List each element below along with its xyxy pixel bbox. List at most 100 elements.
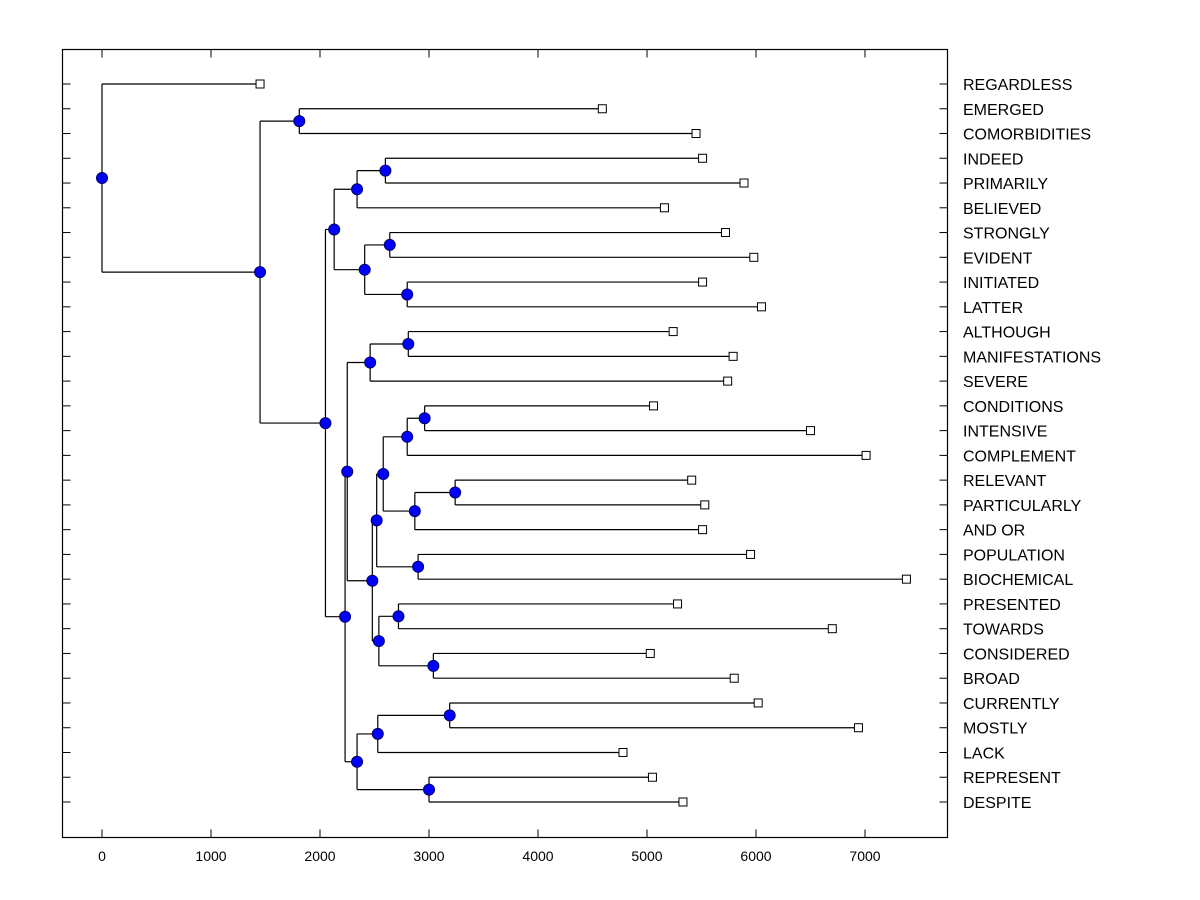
leaf-label: PRIMARILY [963, 176, 1048, 193]
x-tick-label: 4000 [522, 848, 553, 864]
cluster-node [254, 266, 267, 279]
leaf-marker [806, 426, 815, 436]
leaf-marker [668, 327, 678, 337]
leaf-label: TOWARDS [963, 622, 1044, 639]
x-tick-label: 2000 [304, 848, 335, 864]
leaf-label: INITIATED [963, 275, 1039, 292]
cluster-node [402, 337, 415, 350]
cluster-node [319, 417, 332, 430]
x-tick-label: 1000 [195, 848, 226, 864]
cluster-node [401, 430, 414, 443]
cluster-node [418, 412, 431, 425]
cluster-node [371, 727, 384, 740]
tree-leaves [255, 79, 911, 807]
cluster-node [377, 467, 390, 480]
x-axis-tick-labels: 0 1000 2000 3000 4000 5000 6000 7000 [98, 848, 881, 864]
leaf-marker [687, 475, 697, 485]
leaf-marker [597, 104, 607, 114]
leaf-marker [659, 203, 669, 213]
leaf-marker [698, 525, 708, 535]
x-tick-label: 5000 [631, 848, 662, 864]
leaf-marker [618, 747, 628, 757]
leaf-label: COMORBIDITIES [963, 127, 1091, 144]
leaf-marker [861, 450, 871, 460]
leaf-label: CONSIDERED [963, 646, 1070, 663]
leaf-label: EVIDENT [963, 250, 1033, 267]
leaf-labels: REGARDLESS EMERGED COMORBIDITIES INDEED PRIM… [963, 77, 1101, 812]
leaf-marker [723, 376, 733, 386]
cluster-node [401, 288, 414, 301]
leaf-label: ALTHOUGH [963, 325, 1051, 342]
leaf-marker [647, 772, 657, 782]
leaf-label: BIOCHEMICAL [963, 572, 1073, 589]
leaf-label: CONDITIONS [963, 399, 1063, 416]
cluster-node [383, 238, 396, 251]
cluster-node [358, 263, 371, 276]
leaf-marker [698, 153, 708, 163]
cluster-node [408, 505, 421, 518]
tree-branches [101, 83, 907, 803]
leaf-marker [739, 178, 749, 188]
cluster-node [351, 755, 364, 768]
cluster-node [328, 223, 341, 236]
leaf-label: CURRENTLY [963, 696, 1060, 713]
cluster-node [293, 115, 306, 128]
cluster-node [372, 635, 385, 648]
cluster-node [427, 659, 440, 672]
leaf-label: STRONGLY [963, 226, 1050, 243]
cluster-node [423, 783, 435, 796]
leaf-marker [827, 624, 837, 634]
leaf-marker [853, 723, 863, 733]
cluster-node [341, 465, 354, 478]
leaf-label: POPULATION [963, 547, 1065, 564]
leaf-marker [700, 500, 710, 510]
leaf-marker [255, 79, 265, 89]
leaf-marker [728, 351, 738, 361]
leaf-label: LACK [963, 745, 1005, 762]
cluster-node [339, 610, 352, 623]
leaf-marker [698, 277, 708, 287]
leaf-label: INTENSIVE [963, 424, 1047, 441]
leaf-label: RELEVANT [963, 473, 1047, 490]
leaf-label: BELIEVED [963, 201, 1041, 218]
leaf-label: EMERGED [963, 102, 1044, 119]
cluster-node [412, 560, 425, 573]
cluster-node [366, 574, 379, 587]
cluster-node [96, 172, 108, 185]
axis-ticks [62, 49, 948, 838]
cluster-node [443, 709, 456, 722]
x-tick-label: 0 [98, 848, 106, 864]
leaf-marker [649, 401, 659, 411]
x-tick-label: 6000 [740, 848, 771, 864]
leaf-marker [691, 129, 701, 139]
leaf-label: PRESENTED [963, 597, 1061, 614]
leaf-label: INDEED [963, 151, 1023, 168]
cluster-node [392, 610, 405, 623]
leaf-marker [756, 302, 766, 312]
plot-frame [61, 48, 949, 839]
cluster-node [379, 164, 392, 177]
leaf-marker [678, 797, 688, 807]
leaf-marker [645, 648, 655, 658]
tree-nodes [96, 115, 462, 796]
x-tick-label: 7000 [849, 848, 880, 864]
leaf-marker [720, 228, 730, 238]
cluster-node [351, 183, 364, 196]
leaf-label: DESPITE [963, 795, 1031, 812]
leaf-marker [749, 252, 759, 262]
leaf-marker [753, 698, 763, 708]
leaf-label: MOSTLY [963, 721, 1028, 738]
leaf-label: LATTER [963, 300, 1023, 317]
leaf-label: BROAD [963, 671, 1020, 688]
leaf-label: COMPLEMENT [963, 448, 1076, 465]
leaf-marker [901, 574, 911, 584]
cluster-node [370, 514, 383, 527]
leaf-marker [729, 673, 739, 683]
leaf-label: PARTICULARLY [963, 498, 1082, 515]
leaf-label: MANIFESTATIONS [963, 349, 1101, 366]
leaf-label: SEVERE [963, 374, 1028, 391]
x-tick-label: 3000 [413, 848, 444, 864]
leaf-marker [746, 549, 756, 559]
leaf-label: REGARDLESS [963, 77, 1072, 94]
